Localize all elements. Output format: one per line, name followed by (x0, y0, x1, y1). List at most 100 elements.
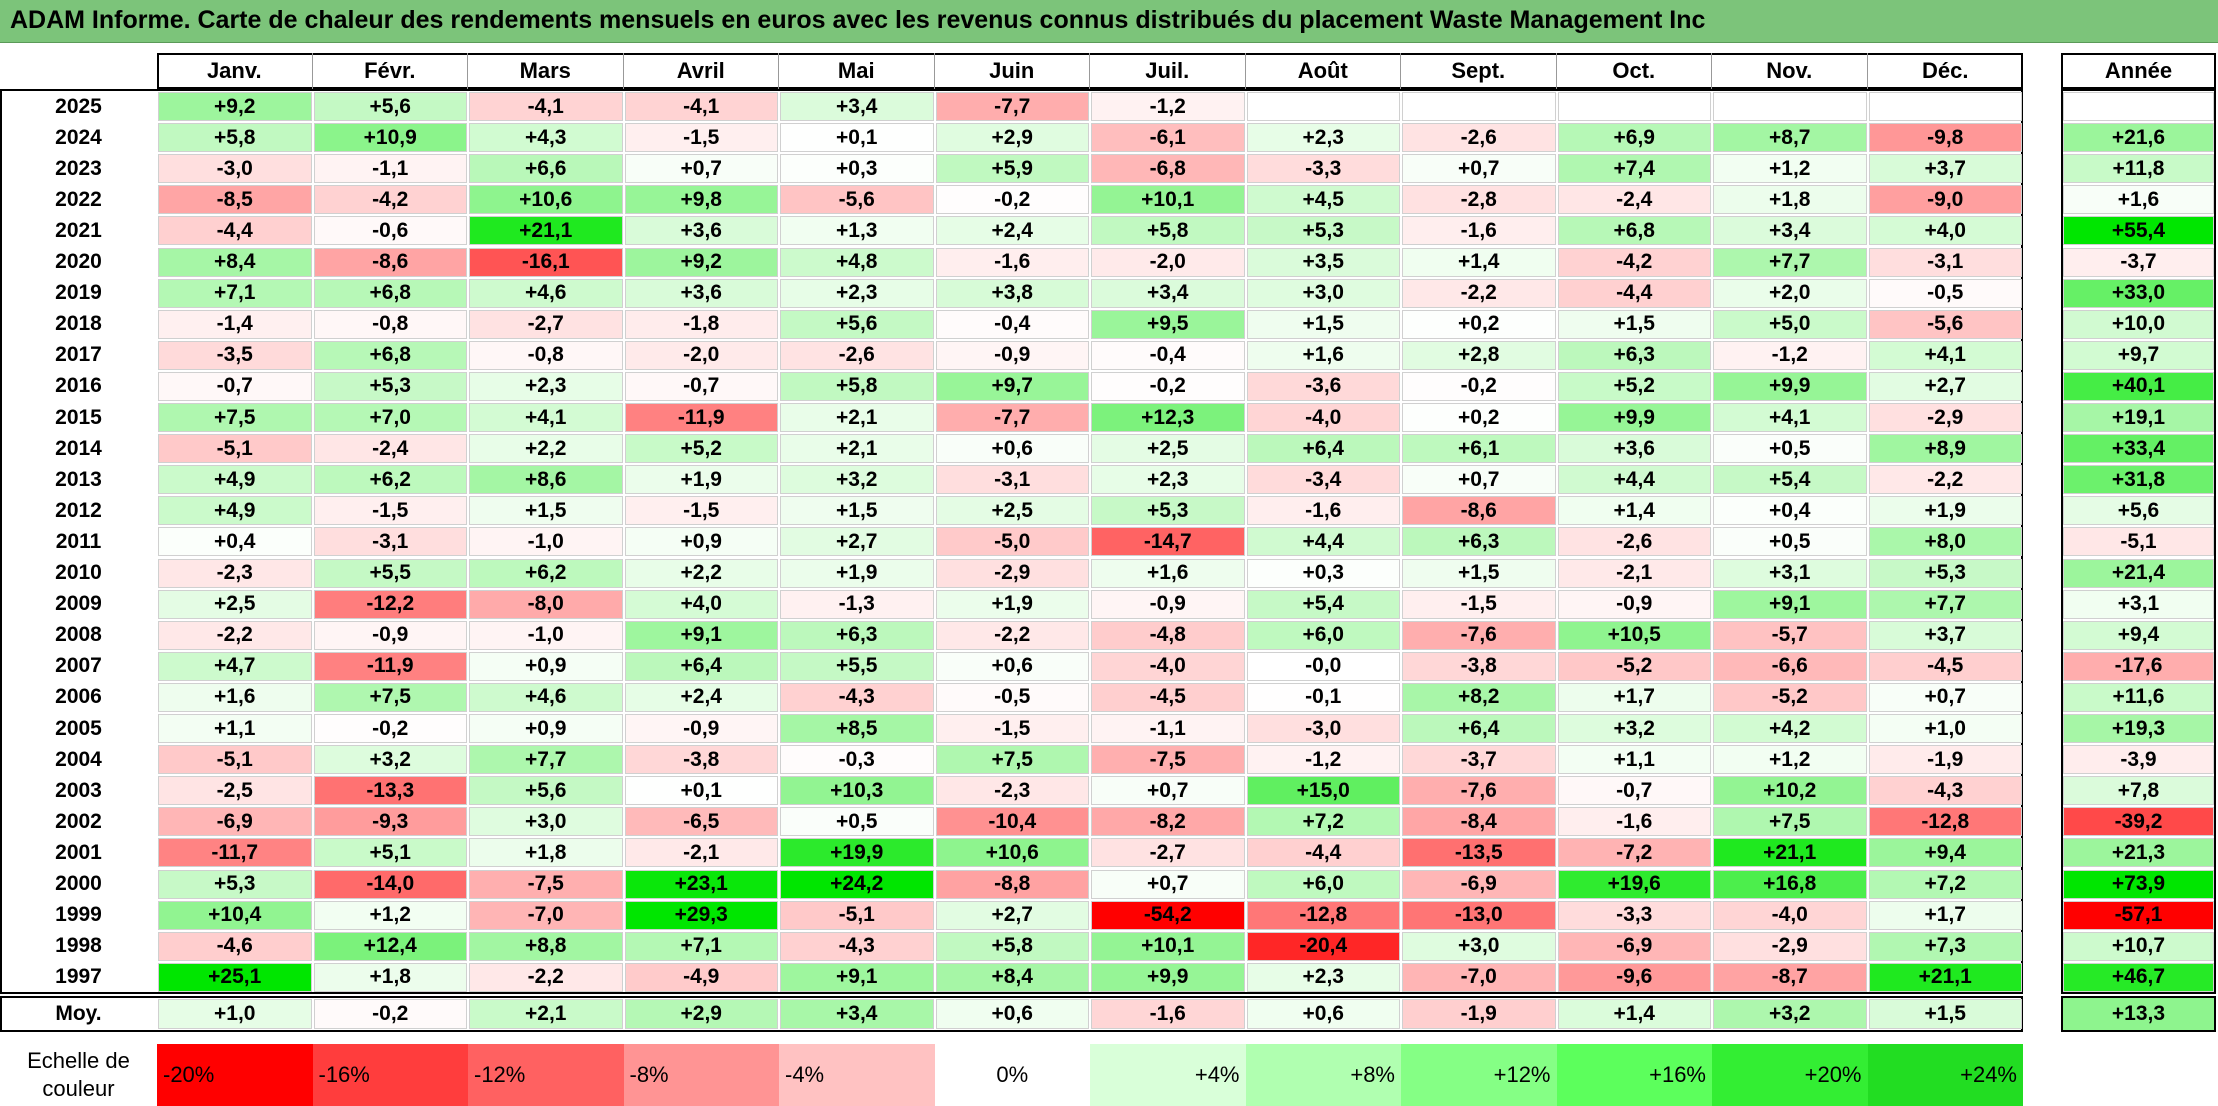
heatmap-cell: +1,7 (1868, 900, 2022, 930)
heatmap-cell (1557, 92, 1711, 122)
heatmap-cell: +5,0 (1713, 309, 1867, 339)
month-header: Nov. (1712, 53, 1868, 89)
color-scale-swatch: -8% (623, 1044, 779, 1106)
heatmap-cell: +0,4 (1713, 496, 1867, 526)
heatmap-cell: -2,9 (935, 558, 1089, 588)
heatmap-cell: +4,7 (158, 651, 312, 681)
heatmap-cell: +4,0 (1868, 216, 2022, 246)
heatmap-cell: +0,4 (158, 527, 312, 557)
heatmap-cell: -13,0 (1402, 900, 1556, 930)
heatmap-cell: -16,1 (469, 247, 623, 277)
color-scale-swatch: +24% (1867, 1044, 2023, 1106)
heatmap-cell: -4,5 (1091, 682, 1245, 712)
heatmap-cell: +4,0 (624, 589, 778, 619)
annual-cell: +33,4 (2063, 434, 2214, 464)
heatmap-cell: -1,4 (158, 309, 312, 339)
heatmap-cell: -7,7 (935, 403, 1089, 433)
heatmap-cell: -4,4 (1246, 838, 1400, 868)
heatmap-cell: +19,6 (1557, 869, 1711, 899)
heatmap-cell: -0,2 (1091, 371, 1245, 401)
heatmap-cell: -11,7 (158, 838, 312, 868)
heatmap-cell: -12,8 (1246, 900, 1400, 930)
heatmap-cell: -5,1 (158, 434, 312, 464)
heatmap-cell: +2,7 (935, 900, 1089, 930)
average-cell: -0,2 (313, 998, 467, 1029)
heatmap-cell: +9,1 (624, 620, 778, 650)
heatmap-cell: -3,5 (158, 340, 312, 370)
heatmap-cell: -3,4 (1246, 465, 1400, 495)
month-header: Mai (779, 53, 935, 89)
heatmap-cell: +1,9 (935, 589, 1089, 619)
heatmap-cell: +21,1 (1713, 838, 1867, 868)
heatmap-cell: +4,6 (469, 682, 623, 712)
heatmap-cell: -5,1 (780, 900, 934, 930)
heatmap-cell: +9,8 (624, 185, 778, 215)
heatmap-cell: +7,7 (469, 745, 623, 775)
heatmap-cell: +5,3 (1246, 216, 1400, 246)
heatmap-cell: +2,2 (624, 558, 778, 588)
heatmap-cell: +1,4 (1402, 247, 1556, 277)
color-scale-swatch: +8% (1245, 1044, 1401, 1106)
heatmap-cell: -8,6 (1402, 496, 1556, 526)
heatmap-cell: -1,6 (1557, 807, 1711, 837)
heatmap-cell: -1,5 (935, 714, 1089, 744)
heatmap-cell: -1,5 (624, 496, 778, 526)
month-header: Févr. (313, 53, 468, 89)
heatmap-cell (1402, 92, 1556, 122)
heatmap-cell: -1,0 (469, 620, 623, 650)
heatmap-cell: +3,4 (780, 92, 934, 122)
heatmap-cell: -2,2 (469, 962, 623, 992)
heatmap-cell: -1,1 (313, 154, 467, 184)
heatmap-cell: -2,0 (624, 340, 778, 370)
heatmap-cell: +7,3 (1868, 931, 2022, 961)
heatmap-cell: -0,7 (624, 371, 778, 401)
heatmap-cell: -2,2 (935, 620, 1089, 650)
heatmap-cell: -6,9 (1402, 869, 1556, 899)
page-title: ADAM Informe. Carte de chaleur des rende… (10, 6, 1706, 34)
heatmap-cell: +3,6 (624, 216, 778, 246)
average-cell: +2,9 (624, 998, 778, 1029)
heatmap-cell: +1,9 (624, 465, 778, 495)
heatmap-cell: -12,2 (313, 589, 467, 619)
heatmap-cell: -2,3 (935, 776, 1089, 806)
heatmap-cell: +2,3 (1246, 962, 1400, 992)
heatmap-cell: -5,7 (1713, 620, 1867, 650)
heatmap-cell: +8,4 (158, 247, 312, 277)
heatmap-cell: +2,2 (469, 434, 623, 464)
heatmap-cell: -5,1 (158, 745, 312, 775)
row-year: 2020 (55, 250, 102, 274)
row-year: 1997 (55, 965, 102, 989)
heatmap-cell: -0,9 (313, 620, 467, 650)
heatmap-cell: -2,7 (469, 309, 623, 339)
heatmap-cell (1713, 92, 1867, 122)
heatmap-cell: +0,7 (1091, 869, 1245, 899)
heatmap-cell: +4,6 (469, 278, 623, 308)
heatmap-cell: +1,5 (1402, 558, 1556, 588)
month-header: Oct. (1557, 53, 1712, 89)
heatmap-cell: +4,3 (469, 123, 623, 153)
heatmap-cell: -7,6 (1402, 620, 1556, 650)
heatmap-cell: +1,6 (1091, 558, 1245, 588)
heatmap-cell: -0,4 (1091, 340, 1245, 370)
heatmap-cell: -4,0 (1246, 403, 1400, 433)
heatmap-cell: -8,0 (469, 589, 623, 619)
heatmap-cell: +3,0 (469, 807, 623, 837)
average-cell: +3,4 (780, 998, 934, 1029)
heatmap-cell: -4,0 (1091, 651, 1245, 681)
annual-cell: +7,8 (2063, 776, 2214, 806)
heatmap-cell: -5,2 (1713, 682, 1867, 712)
heatmap-cell: -2,2 (1868, 465, 2022, 495)
heatmap-cell: -0,7 (1557, 776, 1711, 806)
heatmap-cell: +0,7 (1402, 154, 1556, 184)
average-label: Moy. (55, 1001, 102, 1025)
row-year: 2023 (55, 156, 102, 180)
heatmap-cell: -1,2 (1246, 745, 1400, 775)
heatmap-cell: +6,0 (1246, 620, 1400, 650)
heatmap-cell: +3,1 (1713, 558, 1867, 588)
heatmap-cell: +0,9 (469, 714, 623, 744)
average-cell: -1,6 (1091, 998, 1245, 1029)
heatmap-cell: -6,9 (158, 807, 312, 837)
heatmap-cell: -2,1 (1557, 558, 1711, 588)
table-body-frame (0, 89, 2023, 994)
